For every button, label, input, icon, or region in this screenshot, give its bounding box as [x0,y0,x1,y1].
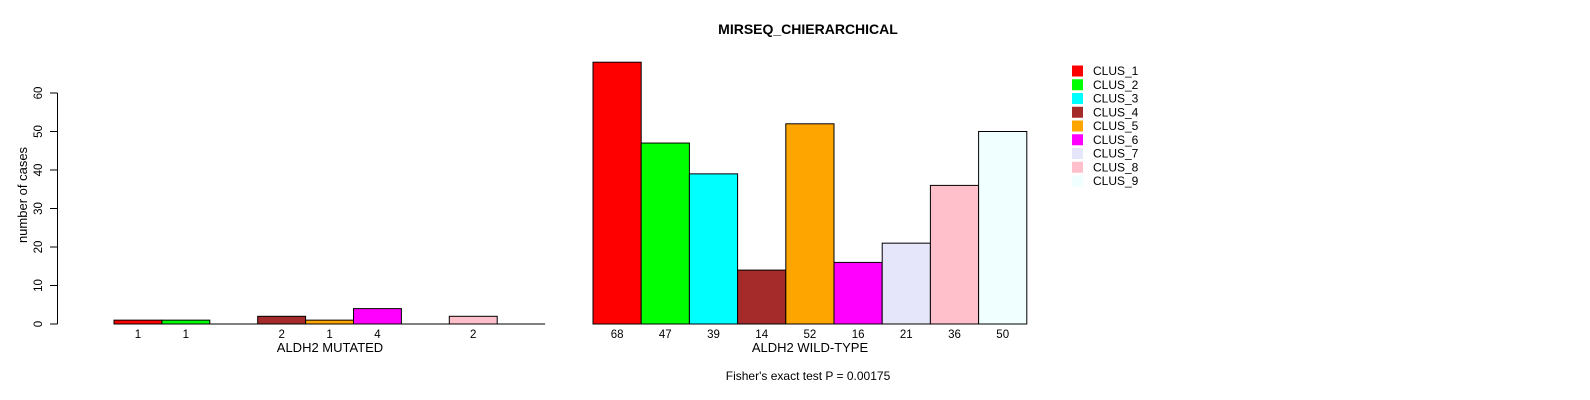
y-tick-label: 30 [33,202,45,215]
legend-swatch-CLUS_9 [1072,175,1083,187]
bar-value-label: 14 [755,329,768,341]
bar-value-label: 4 [374,329,381,341]
bar-value-label: 2 [470,329,476,341]
bar-value-label: 1 [183,329,189,341]
bar-CLUS_7 [881,242,931,325]
fisher-test-note: Fisher's exact test P = 0.00175 [726,369,891,383]
chart-title: MIRSEQ_CHIERARCHICAL [718,21,898,37]
bar-value-label: 21 [900,329,913,341]
panel-aldh2-mutated: 1 1 2 1 4 2 [113,308,546,341]
legend-label-CLUS_1: CLUS_1 [1093,64,1139,78]
y-tick-label: 40 [33,164,45,177]
bar-value-label: 1 [326,329,332,341]
x-axis-label-wildtype: ALDH2 WILD-TYPE [752,340,869,355]
bar-value-label: 68 [611,329,624,341]
bar-CLUS_5 [305,319,355,325]
bar-CLUS_6 [353,308,402,325]
legend-swatch-CLUS_7 [1072,148,1083,159]
bar-value-label: 16 [852,329,865,341]
panel-aldh2-wildtype: 68 47 39 14 52 16 21 36 50 [592,61,1028,341]
bar-CLUS_4 [737,269,787,325]
bar-value-label: 50 [996,329,1009,341]
legend-label-CLUS_8: CLUS_8 [1093,160,1139,174]
legend-swatch-CLUS_1 [1072,65,1083,77]
bar-CLUS_1 [592,61,642,325]
bar-CLUS_1 [113,319,163,325]
y-tick-label: 10 [33,279,45,292]
legend-swatch-CLUS_6 [1072,134,1083,146]
legend-label-CLUS_7: CLUS_7 [1093,147,1139,161]
bar-CLUS_3 [688,173,739,325]
y-axis-label: number of cases [15,146,30,243]
legend-swatch-CLUS_8 [1072,161,1083,173]
legend-label-CLUS_5: CLUS_5 [1093,119,1139,133]
legend-swatch-CLUS_4 [1072,106,1083,118]
legend-label-CLUS_9: CLUS_9 [1093,174,1139,188]
legend-swatch-CLUS_3 [1072,93,1083,104]
bar-value-label: 39 [707,329,720,341]
legend-label-CLUS_6: CLUS_6 [1093,133,1139,147]
legend-swatch-CLUS_5 [1072,120,1083,132]
legend-swatch-CLUS_2 [1072,79,1083,91]
bar-CLUS_8 [448,315,498,325]
y-tick-label: 50 [33,125,45,138]
bar-value-label: 2 [278,329,284,341]
bar-CLUS_9 [978,131,1028,325]
legend-label-CLUS_2: CLUS_2 [1093,78,1139,92]
legend-label-CLUS_3: CLUS_3 [1093,92,1139,106]
bar-value-label: 47 [659,329,672,341]
y-tick-label: 60 [33,87,45,100]
bar-value-label: 52 [804,329,817,341]
x-axis-label-mutated: ALDH2 MUTATED [277,340,383,355]
bar-CLUS_5 [785,123,835,325]
legend-label-CLUS_4: CLUS_4 [1093,105,1139,119]
bar-CLUS_2 [161,319,211,325]
bar-value-label: 36 [948,329,961,341]
bar-CLUS_6 [833,261,883,325]
legend: CLUS_1CLUS_2CLUS_3CLUS_4CLUS_5CLUS_6CLUS… [1072,64,1139,188]
bar-CLUS_4 [257,315,307,325]
y-axis: 0 10 20 30 40 50 60 [33,87,58,327]
y-tick-label: 0 [33,321,45,327]
bar-CLUS_8 [929,184,980,325]
bar-CLUS_2 [640,142,690,325]
bar-value-label: 1 [135,329,141,341]
y-tick-label: 20 [33,241,45,254]
